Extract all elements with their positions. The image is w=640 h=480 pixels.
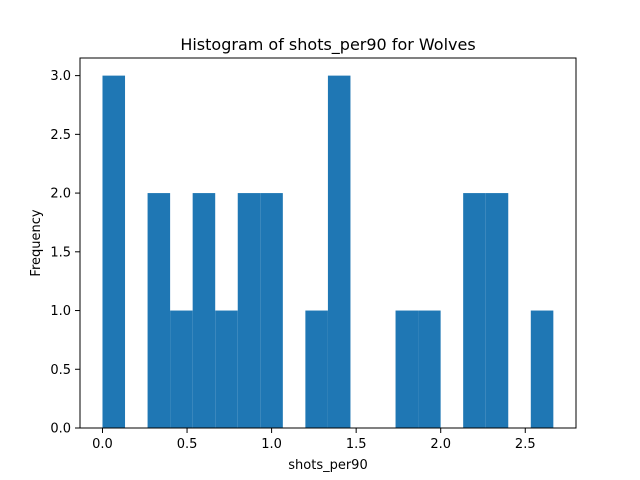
y-tick-label: 0.0 (50, 422, 71, 437)
x-tick-label: 0.0 (92, 437, 113, 452)
bars-group (102, 75, 554, 428)
histogram-bar (170, 310, 193, 428)
y-tick-label: 1.0 (50, 304, 71, 319)
x-tick-label: 1.5 (346, 437, 367, 452)
histogram-bar (102, 75, 126, 428)
chart-title: Histogram of shots_per90 for Wolves (180, 35, 475, 55)
x-tick-label: 1.0 (261, 437, 282, 452)
x-tick-label: 2.5 (515, 437, 536, 452)
y-tick-label: 2.5 (50, 128, 71, 143)
histogram-bar (327, 75, 351, 428)
plot-frame (79, 57, 577, 429)
histogram-bar (147, 193, 171, 428)
y-tick-label: 0.5 (50, 363, 71, 378)
histogram-bar (463, 193, 486, 428)
histogram-bar (305, 310, 328, 428)
histogram-bar (260, 193, 283, 428)
y-tick-label: 2.0 (50, 187, 71, 202)
y-tick-label: 1.5 (50, 245, 71, 260)
histogram-bar (485, 193, 509, 428)
histogram-bar (237, 193, 261, 428)
histogram-bar (418, 310, 441, 428)
histogram-bar (395, 310, 419, 428)
x-ticks-group: 0.0 0.5 1.0 1.5 2.0 2.5 (92, 428, 536, 452)
histogram-bar (530, 310, 554, 428)
x-axis-title: shots_per90 (288, 458, 367, 473)
y-axis-title: Frequency (29, 209, 44, 276)
x-tick-label: 2.0 (430, 437, 451, 452)
histogram-bar (215, 310, 238, 428)
y-ticks-group: 0.0 0.5 1.0 1.5 2.0 2.5 3.0 (50, 69, 80, 437)
histogram-bar (192, 193, 216, 428)
y-tick-label: 3.0 (50, 69, 71, 84)
x-tick-label: 0.5 (177, 437, 198, 452)
